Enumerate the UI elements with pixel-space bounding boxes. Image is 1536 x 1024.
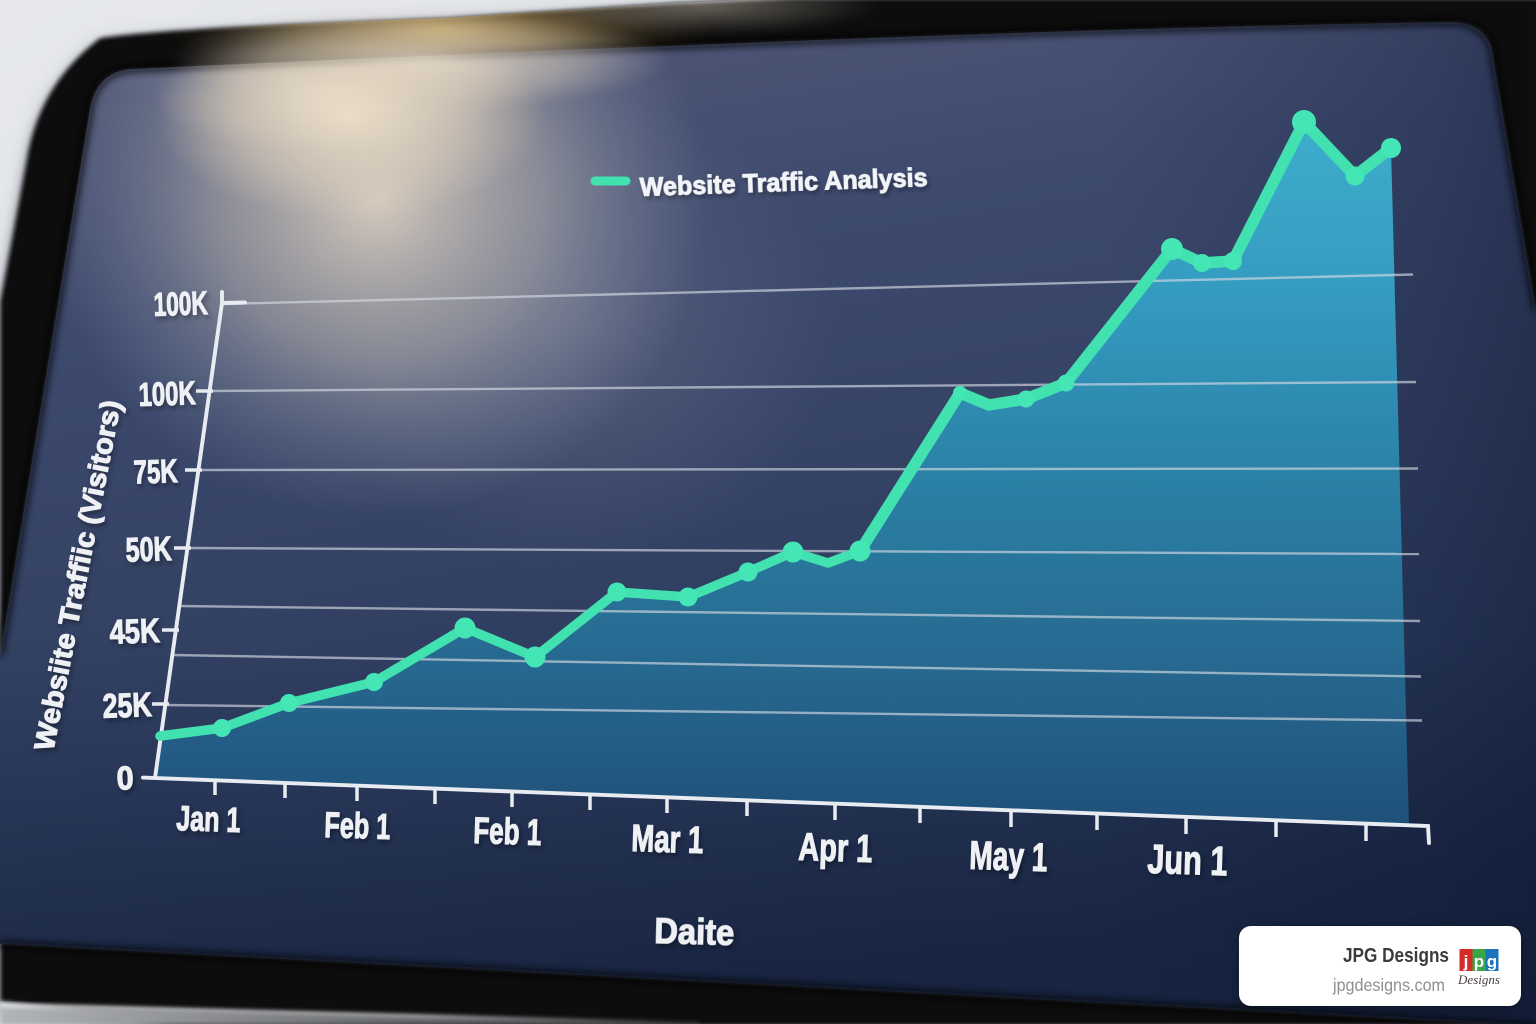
svg-text:75K: 75K [133, 452, 178, 491]
svg-text:g: g [1487, 952, 1497, 971]
svg-text:j: j [1463, 952, 1469, 971]
svg-text:Daite: Daite [654, 910, 735, 953]
svg-text:May 1: May 1 [969, 834, 1048, 880]
svg-text:Jan 1: Jan 1 [176, 799, 241, 840]
svg-text:50K: 50K [125, 530, 173, 570]
svg-text:100K: 100K [138, 374, 196, 413]
svg-text:25K: 25K [102, 686, 153, 726]
svg-text:Designs: Designs [1457, 972, 1500, 987]
svg-text:100K: 100K [153, 284, 208, 323]
svg-text:Feb 1: Feb 1 [473, 810, 542, 853]
svg-text:Mar 1: Mar 1 [631, 818, 704, 862]
svg-text:Apr 1: Apr 1 [798, 826, 873, 871]
svg-text:jpgdesigns.com: jpgdesigns.com [1332, 975, 1445, 995]
svg-text:45K: 45K [109, 612, 161, 652]
svg-text:Jun 1: Jun 1 [1147, 836, 1228, 884]
svg-text:Feb 1: Feb 1 [324, 804, 391, 847]
svg-text:p: p [1474, 952, 1484, 971]
svg-text:0: 0 [116, 759, 134, 797]
svg-text:JPG Designs: JPG Designs [1343, 945, 1449, 967]
